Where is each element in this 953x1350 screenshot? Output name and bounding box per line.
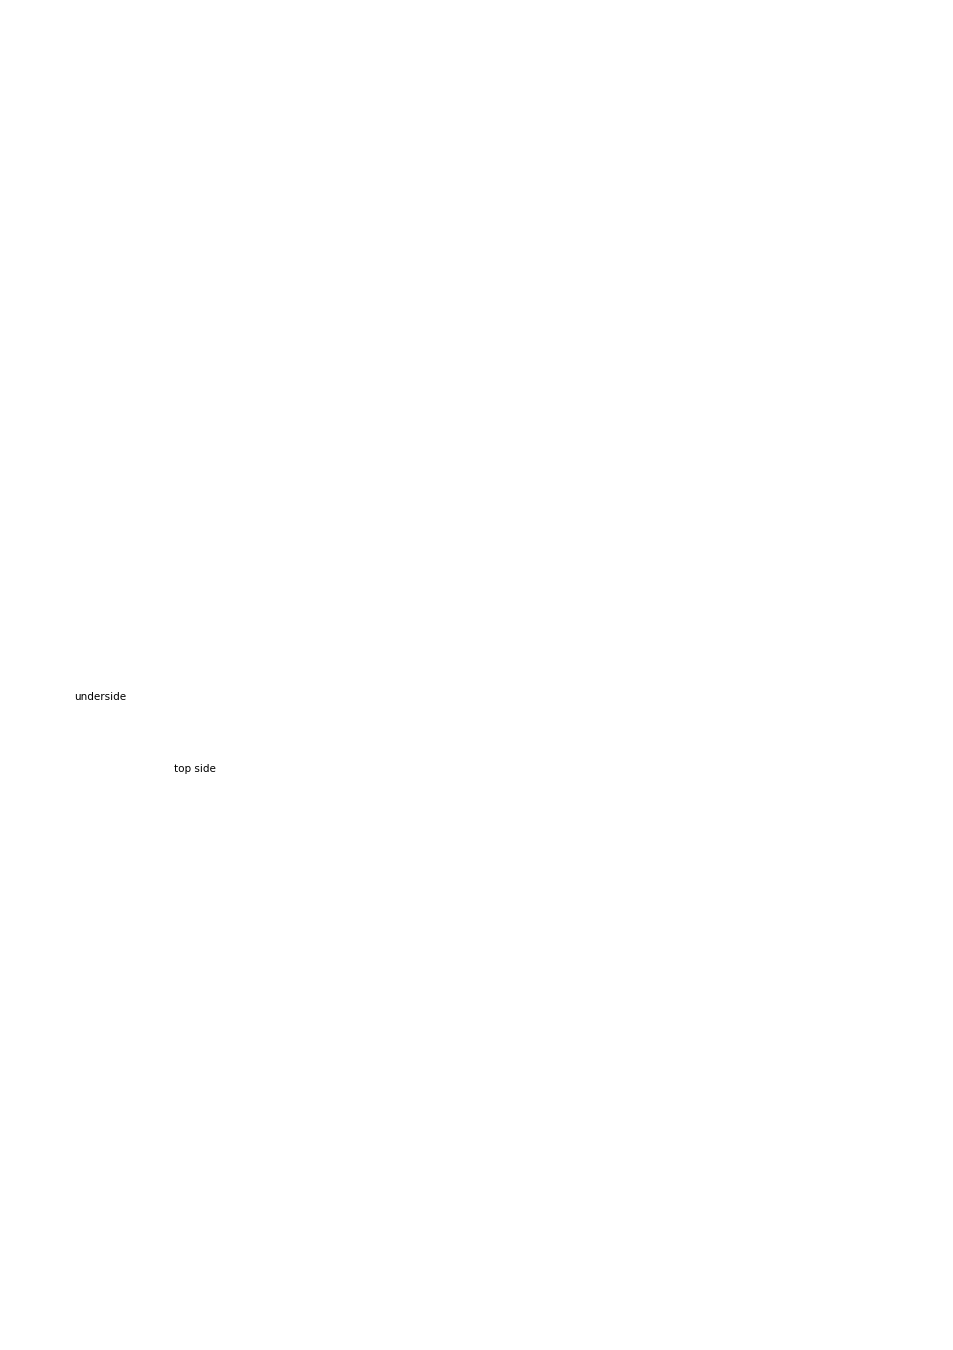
Text: Needle thread is too tight: Needle thread is too tight	[30, 1046, 201, 1060]
Text: Cover Stitch - Right Narrow (Cont.): Cover Stitch - Right Narrow (Cont.)	[35, 65, 694, 97]
Text: C: C	[828, 910, 844, 929]
Text: I: I	[832, 805, 841, 823]
Text: V: V	[827, 528, 845, 547]
Text: underside: underside	[73, 693, 126, 702]
Text: R: R	[828, 639, 844, 657]
Text: E: E	[829, 1065, 843, 1085]
Text: Needle thread is too tight -: Needle thread is too tight -	[300, 1037, 526, 1052]
FancyBboxPatch shape	[19, 138, 214, 317]
Text: S: S	[829, 1237, 843, 1257]
FancyBboxPatch shape	[720, 0, 953, 1350]
FancyBboxPatch shape	[21, 648, 269, 810]
Text: ∧: ∧	[828, 1037, 844, 1056]
FancyBboxPatch shape	[21, 830, 269, 992]
Text: Needle thread is too loose -: Needle thread is too loose -	[300, 828, 529, 842]
Text: A: A	[827, 196, 845, 215]
Text: *Tension Adjustment: *Tension Adjustment	[67, 621, 260, 639]
Text: E: E	[829, 583, 843, 602]
Text: ∨: ∨	[828, 1266, 844, 1285]
Text: O: O	[827, 472, 845, 491]
Text: S: S	[828, 699, 844, 718]
Text: Turn the chain /cover stitch needle tension dial to a higher
number.
Or turn the: Turn the chain /cover stitch needle tens…	[300, 846, 726, 945]
Text: Balanced tension -: Balanced tension -	[300, 645, 454, 660]
Polygon shape	[415, 176, 472, 270]
Text: E: E	[829, 1180, 843, 1200]
Text: C: C	[828, 85, 844, 104]
Text: H: H	[827, 963, 845, 981]
Text: T: T	[829, 857, 843, 876]
FancyBboxPatch shape	[224, 284, 276, 405]
Text: Balanced tension: Balanced tension	[30, 655, 146, 668]
Polygon shape	[33, 158, 157, 270]
Text: C: C	[828, 417, 844, 436]
Polygon shape	[577, 202, 643, 331]
Text: 47: 47	[817, 1303, 856, 1330]
Text: S: S	[829, 1208, 843, 1228]
Text: /: /	[832, 362, 841, 381]
Text: P: P	[829, 1122, 843, 1142]
Text: For a looser tension turn the chain /cover stitch needle tension
dial to a lower: For a looser tension turn the chain /cov…	[300, 1056, 737, 1119]
Polygon shape	[26, 1053, 226, 1174]
Text: T: T	[829, 752, 843, 771]
FancyBboxPatch shape	[19, 47, 710, 115]
FancyBboxPatch shape	[21, 1040, 269, 1202]
Text: N: N	[827, 306, 845, 325]
Text: I: I	[832, 251, 841, 270]
Text: Needle thread is too loose: Needle thread is too loose	[30, 837, 205, 850]
Polygon shape	[26, 662, 226, 783]
Text: top side: top side	[173, 764, 215, 775]
FancyBboxPatch shape	[0, 128, 715, 601]
Polygon shape	[26, 844, 226, 965]
Polygon shape	[229, 189, 686, 574]
Text: Cover stitch has correct tension when the needle thread sews
two rows of straigh: Cover stitch has correct tension when th…	[300, 664, 714, 711]
Text: X: X	[828, 1094, 844, 1114]
Text: H: H	[827, 140, 845, 159]
Text: R: R	[828, 1152, 844, 1170]
